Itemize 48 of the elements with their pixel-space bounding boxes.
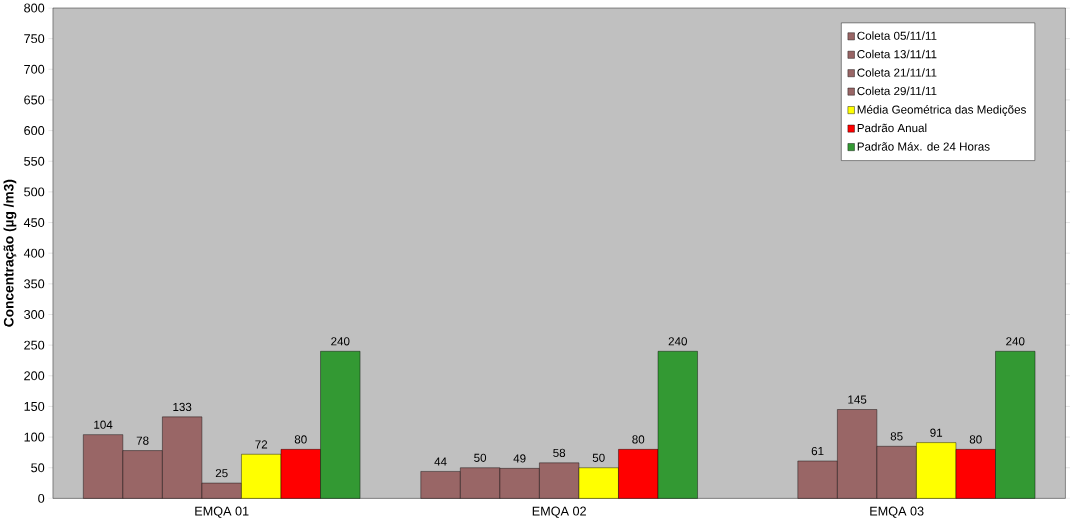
y-tick-label: 0 [38, 493, 45, 503]
y-tick-label: 50 [31, 463, 45, 473]
y-tick-label: 800 [24, 3, 45, 13]
data-label: 133 [173, 402, 192, 411]
data-label: 80 [294, 435, 307, 444]
y-tick-label: 700 [24, 64, 45, 74]
y-tick-label: 400 [23, 248, 45, 258]
data-label: 240 [668, 337, 687, 346]
data-label: 80 [632, 435, 645, 444]
data-label: 240 [1006, 337, 1025, 346]
data-label: 44 [434, 457, 447, 466]
y-tick-label: 200 [24, 371, 45, 381]
data-label: 49 [513, 454, 526, 463]
y-tick-label: 500 [24, 187, 45, 197]
data-label: 78 [136, 436, 149, 445]
legend-label: Média Geométrica das Medições [857, 104, 1026, 116]
y-tick-label: 450 [23, 217, 45, 227]
data-label: 240 [331, 337, 350, 346]
legend-label: Coleta 21/11/11 [857, 68, 937, 77]
y-tick-label: 350 [24, 279, 45, 289]
data-label: 61 [811, 446, 824, 455]
y-axis-title: Concentração (µg /m3) [3, 179, 17, 327]
data-label: 25 [215, 468, 228, 478]
y-tick-label: 650 [24, 95, 45, 105]
y-tick-label: 300 [24, 309, 45, 319]
data-label: 85 [890, 432, 903, 441]
x-tick-label: EMQA 01 [195, 506, 249, 518]
y-tick-label: 100 [24, 432, 45, 442]
y-tick-label: 550 [24, 156, 45, 166]
legend-label: Coleta 13/11/11 [857, 49, 937, 59]
legend-label: Padrão Anual [857, 123, 927, 132]
data-label: 104 [94, 420, 113, 429]
y-tick-label: 250 [24, 340, 45, 350]
x-tick-label: EMQA 03 [870, 506, 924, 518]
y-tick-label: 600 [24, 125, 45, 135]
data-label: 50 [474, 453, 487, 462]
data-label: 145 [848, 395, 867, 404]
data-label: 50 [592, 453, 605, 462]
data-label: 91 [930, 428, 943, 437]
y-tick-label: 750 [24, 33, 45, 43]
x-tick-label: EMQA 02 [532, 506, 586, 518]
data-label: 80 [969, 435, 982, 444]
data-label: 72 [255, 440, 268, 449]
legend-label: Padrão Máx. de 24 Horas [857, 141, 990, 151]
data-label: 58 [553, 448, 566, 457]
legend-label: Coleta 29/11/11 [857, 86, 937, 95]
y-tick-label: 150 [24, 401, 45, 411]
legend-label: Coleta 05/11/11 [857, 31, 937, 40]
